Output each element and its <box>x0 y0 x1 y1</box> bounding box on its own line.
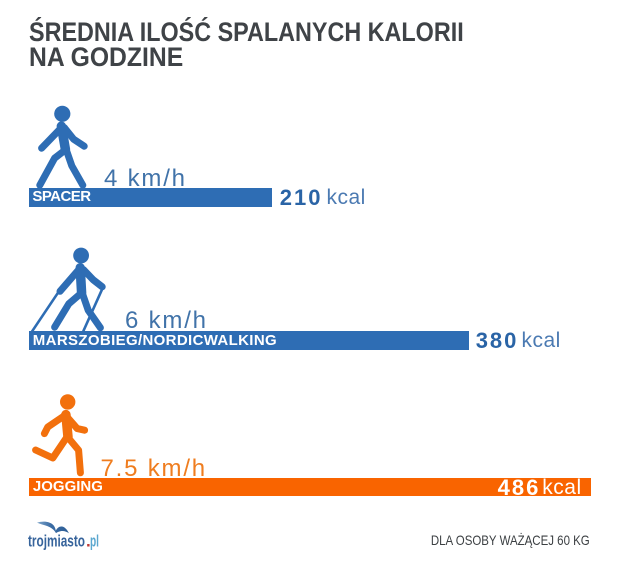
svg-text:.: . <box>86 532 91 551</box>
svg-text:pl: pl <box>90 532 99 551</box>
svg-text:trojmiasto: trojmiasto <box>28 532 85 551</box>
